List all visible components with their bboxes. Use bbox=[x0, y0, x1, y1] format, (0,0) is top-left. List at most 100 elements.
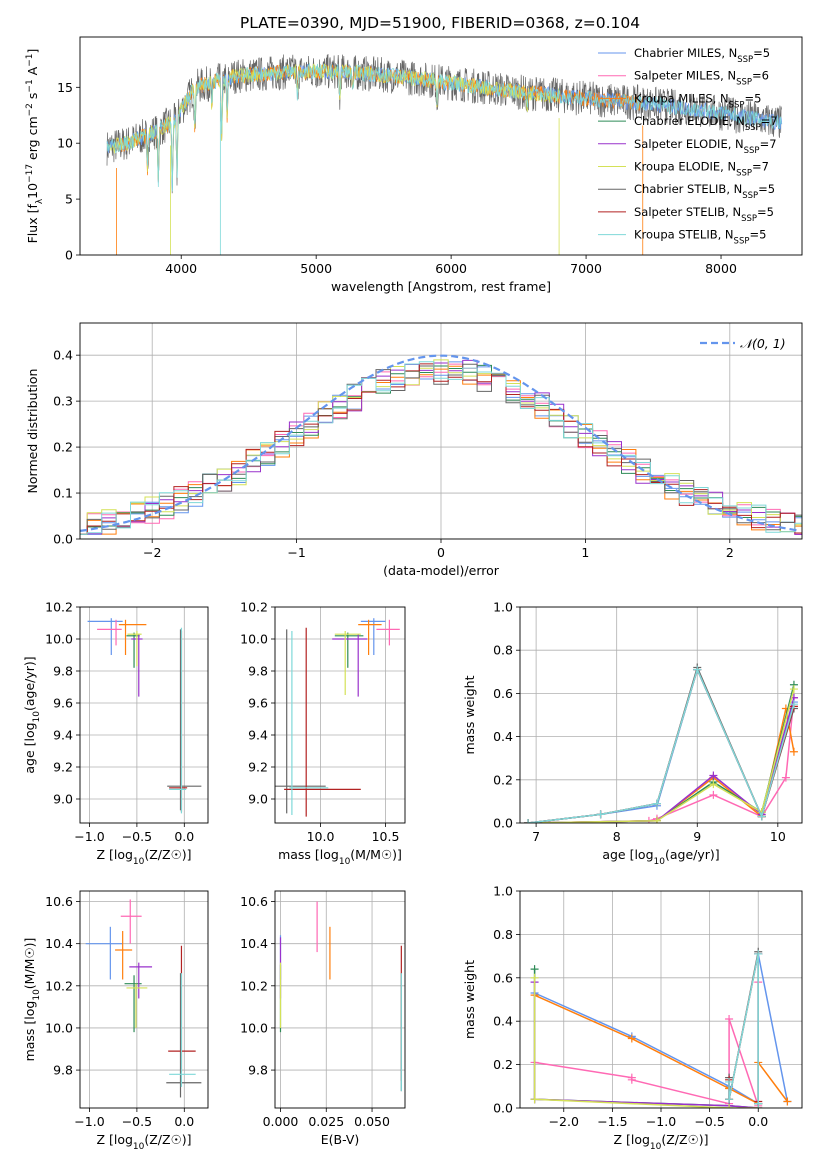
y-tick-label: 0.0 bbox=[53, 532, 73, 547]
series-line-salpeter_elodie bbox=[528, 697, 795, 823]
x-axis-label: age [log10(age/yr)] bbox=[602, 847, 719, 867]
x-tick-label: 6000 bbox=[435, 261, 467, 276]
legend-label: Chabrier STELIB, NSSP=5 bbox=[634, 182, 775, 201]
y-tick-label: 0.0 bbox=[493, 1101, 513, 1116]
series-marker-kroupa_stelib bbox=[754, 949, 763, 958]
y-tick-label: 10 bbox=[57, 136, 73, 151]
series-line-kroupa_miles bbox=[528, 708, 795, 823]
series-marker-salpeter_elodie bbox=[709, 771, 718, 780]
legend-label-normal: 𝒩(0, 1) bbox=[740, 336, 786, 351]
x-tick-label: −0.5 bbox=[122, 829, 152, 844]
x-tick-label: −0.5 bbox=[694, 1114, 724, 1129]
errorbar-kroupa_miles bbox=[115, 931, 133, 980]
x-tick-label: 0 bbox=[437, 545, 445, 560]
y-tick-label: 9.4 bbox=[53, 728, 73, 743]
errorbar-salpeter_elodie bbox=[332, 634, 368, 697]
x-tick-label: 0.025 bbox=[308, 1114, 344, 1129]
y-tick-label: 10.2 bbox=[240, 600, 268, 615]
x-tick-label: 10.0 bbox=[307, 829, 335, 844]
series-marker-kroupa_stelib bbox=[652, 799, 661, 808]
axes-frame-spectrum bbox=[79, 36, 803, 256]
spectrum-line-kroupa_elodie bbox=[106, 63, 560, 181]
hist-salpeter_elodie bbox=[80, 359, 802, 535]
errorbar-chabrier_stelib bbox=[166, 973, 202, 1098]
x-tick-label: 2 bbox=[726, 545, 734, 560]
hist-chabrier_stelib bbox=[80, 363, 802, 535]
errorbar-chabrier_miles bbox=[87, 618, 123, 655]
errorbar-chabrier_miles bbox=[360, 618, 386, 655]
y-tick-label: 10.4 bbox=[240, 936, 268, 951]
x-tick-label: 5000 bbox=[300, 261, 332, 276]
errorbar-kroupa_elodie bbox=[127, 631, 142, 667]
y-tick-label: 0.4 bbox=[493, 729, 513, 744]
plot-area-spectrum bbox=[106, 53, 783, 255]
chart-residuals: −2 −1 0 1 2 0.0 0.1 0.2 0.3 0.4 (data-model)/error… bbox=[25, 322, 803, 578]
y-axis-label: mass weight bbox=[462, 960, 477, 1039]
chart-spectrum: 4000 5000 6000 7000 8000 0 5 10 15 wavelength [An… bbox=[25, 36, 803, 294]
chart-age_vs_z: −1.0 −0.5 0.0 9.0 9.2 9.4 9.6 9.8 10.0 10.2 Z [log… bbox=[22, 600, 209, 867]
y-tick-label: 15 bbox=[57, 80, 73, 95]
errorbar-salpeter_miles bbox=[97, 619, 122, 646]
x-tick-label: 0.000 bbox=[263, 1114, 299, 1129]
x-tick-label: 7000 bbox=[570, 261, 602, 276]
y-tick-label: 0.2 bbox=[493, 1057, 513, 1072]
y-tick-label: 10.6 bbox=[45, 894, 73, 909]
hist-kroupa_miles bbox=[80, 365, 802, 535]
errorbar-chabrier_stelib bbox=[275, 629, 326, 814]
axes-frame-mass_vs_z bbox=[79, 890, 209, 1109]
legend-label: Chabrier MILES, NSSP=5 bbox=[634, 46, 770, 65]
y-tick-label: 9.4 bbox=[248, 728, 268, 743]
y-tick-label: 0.6 bbox=[493, 970, 513, 985]
y-tick-label: 9.8 bbox=[248, 664, 268, 679]
series-line-kroupa_stelib bbox=[728, 953, 759, 1104]
y-tick-label: 0.8 bbox=[493, 927, 513, 942]
y-tick-label: 0.8 bbox=[493, 643, 513, 658]
x-tick-label: −2 bbox=[143, 545, 161, 560]
y-tick-label: 0.6 bbox=[493, 686, 513, 701]
errorbar-chabrier_elodie bbox=[334, 632, 364, 668]
y-tick-label: 1.0 bbox=[493, 884, 513, 899]
hist-chabrier_elodie bbox=[80, 364, 802, 535]
x-tick-label: −1.0 bbox=[74, 829, 104, 844]
series-line-kroupa_elodie bbox=[533, 977, 759, 1108]
x-tick-label: 9 bbox=[693, 829, 701, 844]
x-tick-label: 4000 bbox=[165, 261, 197, 276]
axes-frame-age_vs_z bbox=[79, 606, 209, 824]
series-line-chabrier_miles bbox=[534, 953, 789, 1106]
legend-label: Salpeter ELODIE, NSSP=7 bbox=[634, 137, 777, 156]
y-tick-label: 0.3 bbox=[53, 394, 73, 409]
legend-label: Salpeter STELIB, NSSP=5 bbox=[634, 205, 774, 224]
x-tick-label: −0.5 bbox=[122, 1114, 152, 1129]
series-marker-kroupa_stelib bbox=[725, 1077, 734, 1086]
x-tick-label: 10.5 bbox=[372, 829, 400, 844]
y-tick-label: 10.0 bbox=[45, 632, 73, 647]
y-tick-label: 0.1 bbox=[53, 486, 73, 501]
y-axis-label: Flux [fλ10−17 erg cm−2 s−1 A−1] bbox=[25, 49, 45, 244]
errorbar-kroupa_miles bbox=[358, 619, 382, 655]
axes-frame-mw_vs_z bbox=[519, 890, 803, 1109]
series-marker-kroupa_elodie bbox=[725, 1104, 734, 1108]
legend-label: Kroupa STELIB, NSSP=5 bbox=[634, 228, 766, 247]
series-line-kroupa_miles bbox=[534, 994, 789, 1105]
y-tick-label: 10.2 bbox=[45, 600, 73, 615]
plot-area-mass_vs_ebv bbox=[275, 891, 405, 1108]
legend-spectrum: Chabrier MILES, NSSP=5 Salpeter MILES, NS… bbox=[598, 46, 778, 247]
series-marker-kroupa_miles bbox=[789, 747, 798, 756]
plot-area-age_vs_z bbox=[80, 607, 208, 823]
plot-area-residuals bbox=[80, 323, 802, 539]
series-marker-kroupa_stelib bbox=[754, 1099, 763, 1108]
y-tick-label: 0.2 bbox=[493, 772, 513, 787]
x-axis-label: wavelength [Angstrom, rest frame] bbox=[331, 279, 551, 294]
series-line-kroupa_stelib bbox=[528, 667, 795, 823]
x-tick-label: 1 bbox=[581, 545, 589, 560]
axes-frame-mw_vs_age bbox=[519, 606, 803, 824]
errorbar-kroupa_stelib bbox=[169, 627, 187, 814]
axes-frame-mass_vs_ebv bbox=[274, 890, 406, 1109]
series-marker-kroupa_elodie bbox=[652, 816, 661, 823]
errorbar-kroupa_stelib bbox=[289, 631, 329, 815]
series-marker-chabrier_elodie bbox=[530, 965, 539, 974]
x-axis-label: mass [log10(M/M☉)] bbox=[278, 847, 402, 867]
series-line-salpeter_elodie bbox=[533, 982, 759, 1108]
plot-area-mw_vs_z bbox=[520, 891, 802, 1108]
chart-age_vs_mass: 10.0 10.5 9.0 9.2 9.4 9.6 9.8 10.0 10.2 mass [log… bbox=[240, 600, 406, 867]
